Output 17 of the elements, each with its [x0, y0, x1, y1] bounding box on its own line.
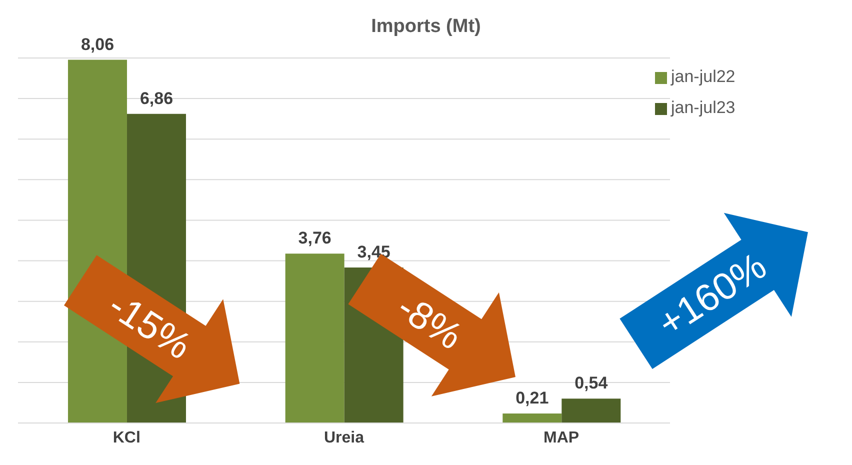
x-tick-label: Ureia — [324, 429, 364, 446]
legend-label: jan-jul22 — [671, 67, 736, 86]
bar — [285, 254, 344, 423]
x-tick-label: KCl — [112, 429, 140, 446]
annotation: -8% — [390, 286, 470, 358]
data-label: 6,86 — [140, 88, 174, 108]
data-label: 0,54 — [574, 374, 608, 393]
x-tick-label: MAP — [544, 429, 580, 446]
data-label: 0,21 — [516, 388, 549, 408]
data-label: 8,06 — [80, 34, 114, 54]
arrow-shape: -15% — [64, 255, 240, 404]
data-label: 3,76 — [298, 228, 332, 248]
chart-title: Imports (Mt) — [371, 16, 481, 37]
bar — [562, 398, 621, 423]
legend-label: jan-jul23 — [671, 98, 736, 117]
annotation: -15% — [100, 284, 198, 368]
bar — [502, 414, 562, 423]
